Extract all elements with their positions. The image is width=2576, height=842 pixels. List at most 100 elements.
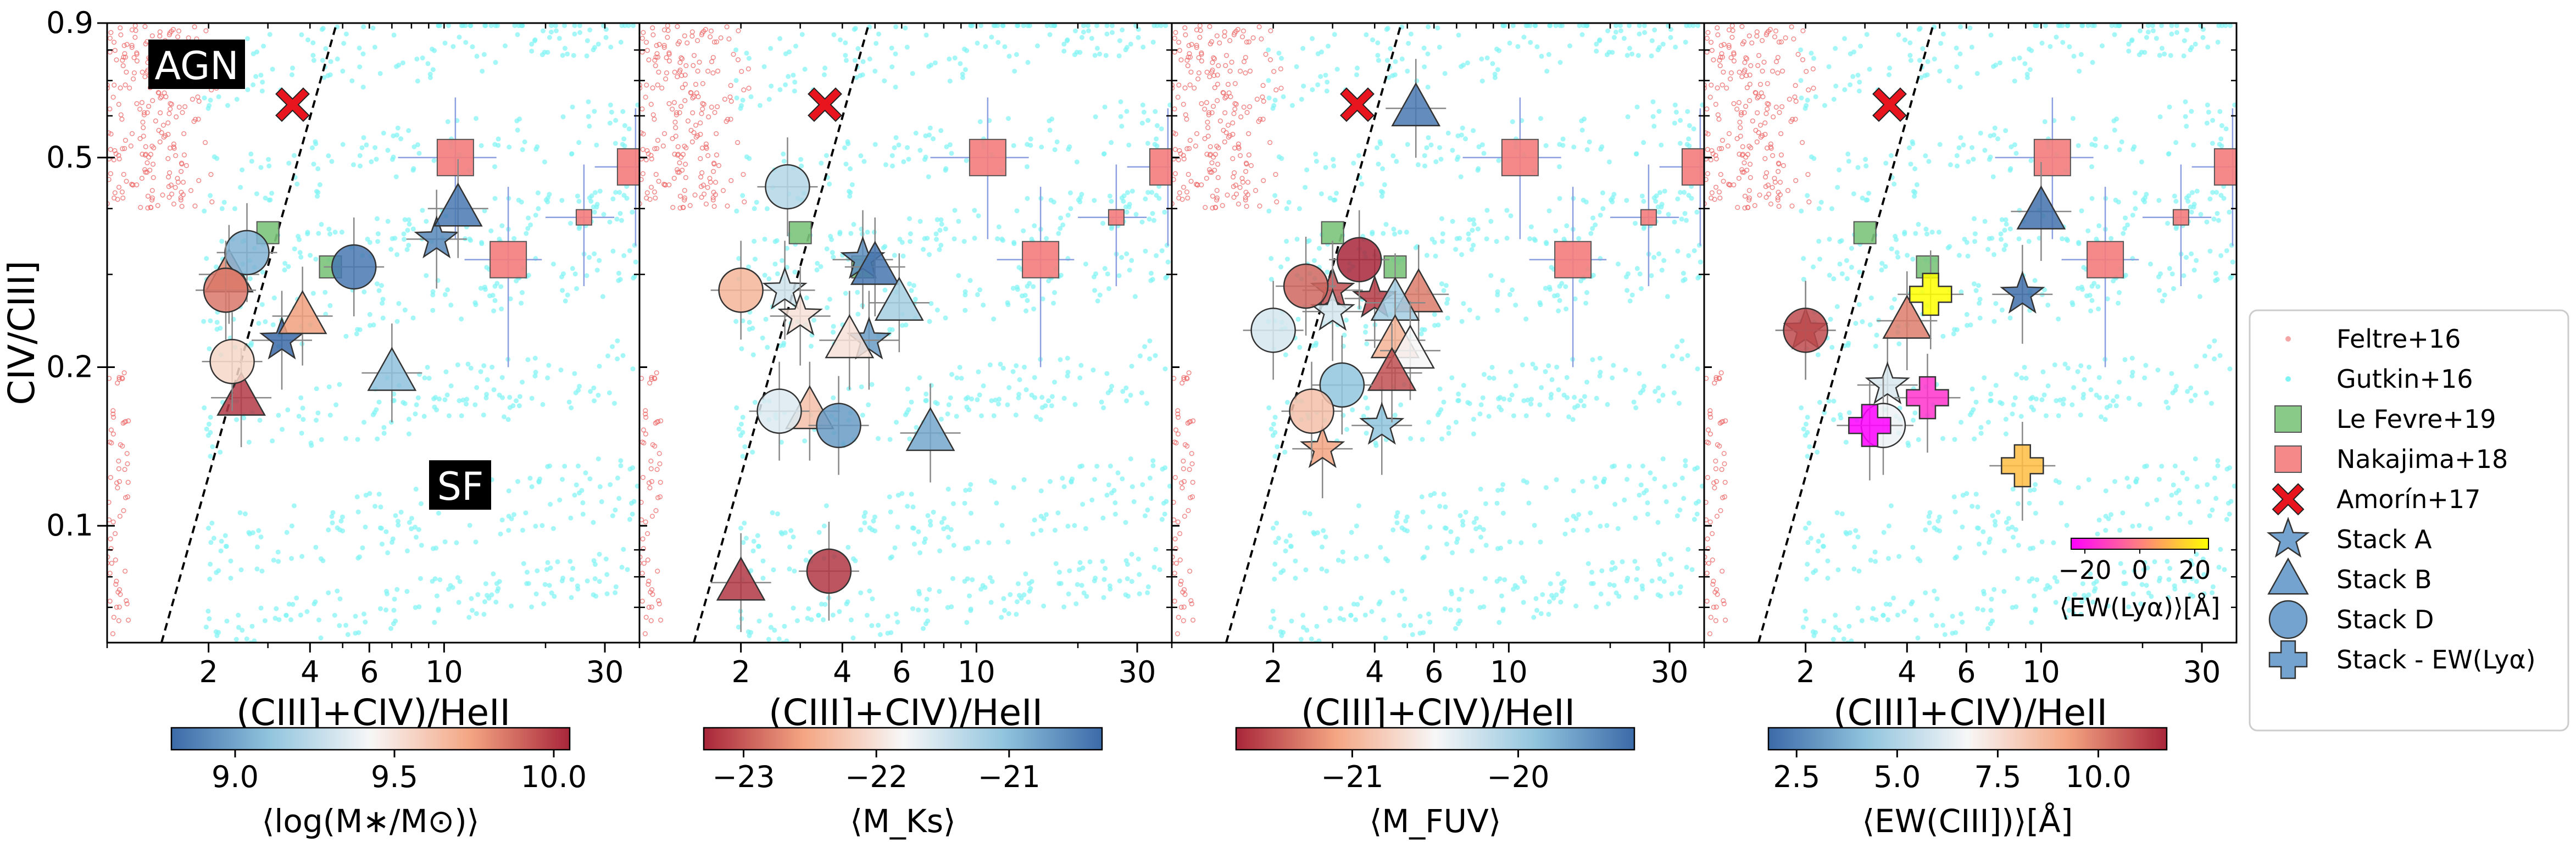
- gutkin-point: [2048, 44, 2053, 49]
- gutkin-point: [393, 513, 398, 518]
- gutkin-point: [1657, 190, 1662, 196]
- gutkin-point: [2008, 144, 2014, 149]
- gutkin-point: [1129, 258, 1134, 263]
- gutkin-point: [341, 41, 347, 46]
- gutkin-point: [925, 513, 931, 518]
- gutkin-point: [1398, 402, 1404, 408]
- gutkin-point: [562, 464, 568, 469]
- gutkin-point: [1555, 293, 1560, 298]
- agn-sf-divider: [160, 23, 338, 643]
- feltre-point: [1177, 190, 1182, 196]
- gutkin-point: [1046, 278, 1051, 283]
- gutkin-point: [1437, 386, 1443, 392]
- feltre-point: [1719, 51, 1724, 57]
- gutkin-point: [391, 154, 396, 160]
- feltre-point: [683, 175, 688, 180]
- feltre-point: [124, 179, 129, 184]
- gutkin-point: [591, 385, 597, 391]
- gutkin-point: [1637, 492, 1642, 498]
- gutkin-point: [204, 426, 209, 432]
- feltre-point: [1236, 141, 1241, 147]
- feltre-point: [1765, 106, 1770, 111]
- gutkin-point: [1512, 583, 1518, 588]
- gutkin-point: [1612, 501, 1618, 507]
- gutkin-point: [1054, 139, 1060, 144]
- gutkin-point: [847, 193, 853, 199]
- gutkin-point: [286, 264, 291, 269]
- gutkin-point: [2172, 583, 2177, 589]
- gutkin-point: [944, 144, 949, 149]
- gutkin-point: [860, 72, 865, 77]
- gutkin-point: [253, 74, 259, 79]
- gutkin-point: [750, 548, 756, 554]
- gutkin-point: [394, 587, 400, 592]
- gutkin-point: [340, 69, 346, 74]
- gutkin-point: [1332, 32, 1337, 37]
- gutkin-point: [1581, 403, 1587, 409]
- gutkin-point: [1022, 364, 1027, 370]
- gutkin-point: [1456, 607, 1461, 613]
- gutkin-point: [1025, 283, 1030, 289]
- gutkin-point: [1648, 470, 1653, 476]
- gutkin-point: [207, 346, 212, 352]
- feltre-point: [1232, 30, 1237, 36]
- gutkin-point: [757, 103, 763, 108]
- gutkin-point: [1894, 237, 1899, 242]
- feltre-point: [1187, 419, 1192, 425]
- gutkin-point: [1668, 556, 1673, 562]
- gutkin-point: [547, 35, 552, 40]
- gutkin-point: [407, 221, 412, 227]
- gutkin-point: [1331, 197, 1337, 203]
- gutkin-point: [1410, 632, 1415, 637]
- gutkin-point: [625, 567, 630, 572]
- feltre-point: [1225, 122, 1231, 128]
- gutkin-point: [492, 196, 498, 201]
- feltre-point: [139, 176, 144, 181]
- gutkin-point: [963, 488, 969, 493]
- gutkin-point: [310, 53, 316, 58]
- gutkin-point: [493, 60, 498, 65]
- feltre-point: [1189, 461, 1195, 466]
- gutkin-point: [1450, 550, 1455, 555]
- feltre-point: [652, 146, 658, 152]
- gutkin-point: [1364, 32, 1369, 37]
- gutkin-point: [1124, 209, 1130, 215]
- gutkin-point: [816, 529, 822, 535]
- x-tick-label: 4: [833, 655, 852, 689]
- gutkin-point: [1097, 51, 1103, 57]
- gutkin-point: [448, 383, 454, 389]
- gutkin-point: [1016, 392, 1022, 397]
- feltre-point: [145, 205, 151, 211]
- feltre-point: [203, 140, 208, 146]
- gutkin-point: [903, 412, 908, 417]
- feltre-point: [175, 180, 181, 185]
- feltre-point: [1181, 458, 1186, 464]
- feltre-point: [1197, 35, 1203, 40]
- gutkin-point: [1989, 236, 1995, 241]
- gutkin-point: [1005, 300, 1010, 305]
- x-tick-label: 30: [1119, 655, 1156, 689]
- gutkin-point: [1620, 559, 1625, 565]
- gutkin-point: [1913, 231, 1918, 236]
- gutkin-point: [1589, 570, 1594, 575]
- gutkin-point: [991, 316, 997, 322]
- gutkin-point: [736, 256, 742, 261]
- gutkin-point: [204, 256, 209, 261]
- gutkin-point: [1895, 612, 1900, 618]
- gutkin-point: [1136, 556, 1141, 562]
- feltre-point: [1709, 195, 1714, 201]
- gutkin-point: [1513, 383, 1518, 389]
- gutkin-point: [1061, 48, 1067, 54]
- gutkin-point: [2022, 365, 2027, 370]
- gutkin-point: [1614, 590, 1619, 596]
- feltre-point: [677, 205, 683, 211]
- gutkin-point: [575, 583, 580, 589]
- gutkin-point: [290, 601, 296, 607]
- gutkin-point: [553, 23, 558, 29]
- gutkin-point: [505, 417, 511, 422]
- gutkin-point: [469, 596, 474, 601]
- gutkin-point: [1145, 189, 1151, 195]
- gutkin-point: [972, 236, 977, 241]
- gutkin-point: [1147, 475, 1153, 481]
